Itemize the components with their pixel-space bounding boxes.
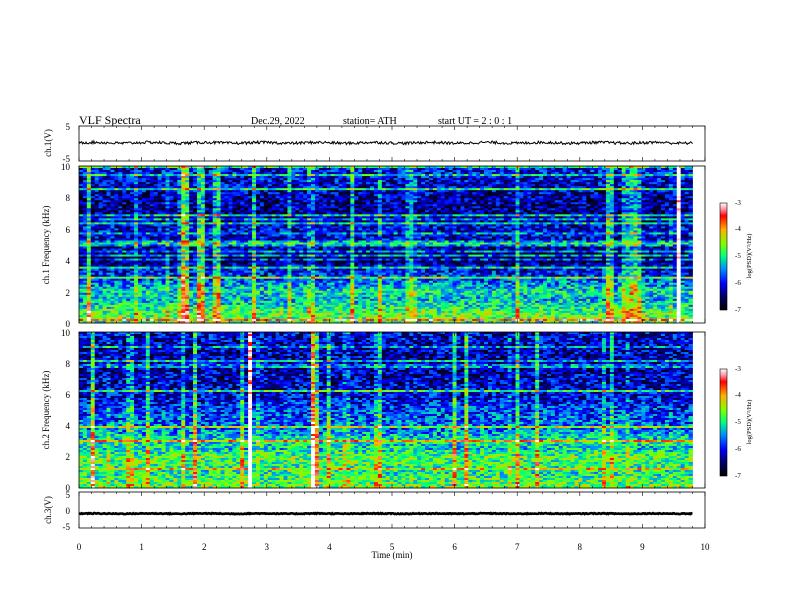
ch1-spectrogram-image xyxy=(79,166,693,323)
date-label: Dec.29, 2022 xyxy=(251,116,305,127)
ch1-spectrogram-panel: 10 8 6 4 2 0 ch.1 Frequency (kHz) -3 -4 … xyxy=(41,162,753,329)
ch1-waveform-panel: 5 -5 ch.1(V) xyxy=(43,122,705,164)
ch1-ytick-5: 5 xyxy=(66,122,71,132)
figure-title: VLF Spectra xyxy=(79,113,141,127)
station-label: station= ATH xyxy=(343,116,397,127)
start-time-label: start UT = 2 : 0 : 1 xyxy=(438,116,512,127)
ch1-waveform-trace xyxy=(79,141,692,145)
ch1-waveform-ylabel: ch.1(V) xyxy=(43,129,53,157)
